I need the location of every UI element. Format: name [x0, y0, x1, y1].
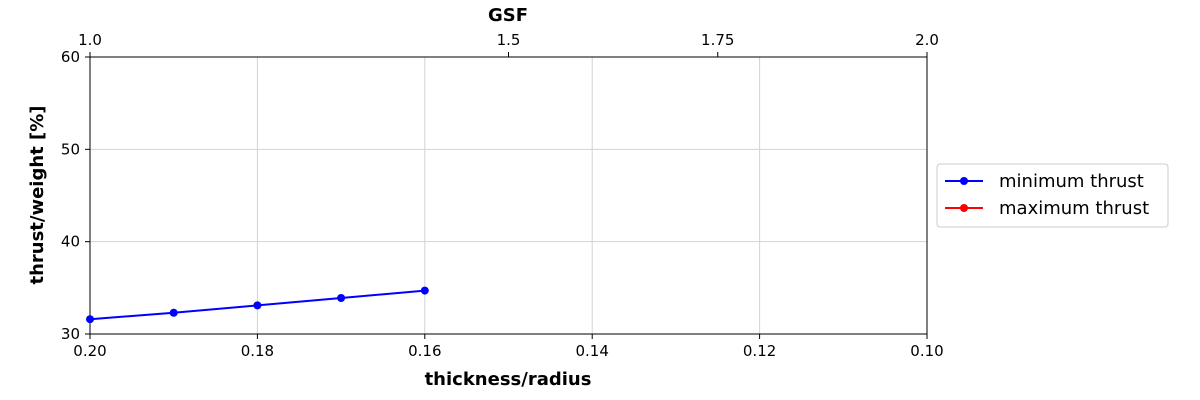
y-tick-label: 40 — [61, 233, 80, 251]
legend-label-minimum-thrust: minimum thrust — [999, 171, 1144, 192]
top-x-tick-label: 1.75 — [701, 31, 734, 49]
data-point-minimum-thrust — [420, 286, 429, 295]
data-point-minimum-thrust — [86, 315, 94, 324]
data-point-minimum-thrust — [337, 293, 346, 302]
y-tick-label: 50 — [61, 140, 80, 158]
x-tick-label: 0.14 — [575, 342, 608, 360]
legend-box — [936, 163, 1169, 228]
x-tick-label: 0.10 — [910, 342, 943, 360]
x-tick-label: 0.16 — [408, 342, 441, 360]
y-tick-label: 30 — [61, 325, 80, 343]
x-tick-label: 0.20 — [73, 342, 106, 360]
x-tick-label: 0.18 — [241, 342, 274, 360]
axis-ticks: 0.20 0.18 0.16 0.14 0.12 0.10 30 40 50 601.0 1.5 1.… — [61, 31, 944, 360]
legend-marker-maximum-thrust — [960, 204, 968, 212]
top-x-tick-label: 1.5 — [497, 31, 521, 49]
top-x-tick-label: 2.0 — [915, 31, 939, 49]
data-point-minimum-thrust — [253, 301, 262, 310]
grid-lines — [89, 56, 928, 335]
series-lines — [86, 286, 429, 324]
plot-frame — [89, 56, 928, 335]
top-axis-title: GSF — [488, 5, 528, 26]
legend-marker-minimum-thrust — [960, 177, 968, 185]
x-axis-title: thickness/radius — [425, 369, 592, 390]
y-tick-label: 60 — [61, 48, 80, 66]
legend: minimum thrust maximum thrust — [936, 163, 1169, 228]
y-axis-title: thrust/weight [%] — [27, 105, 48, 284]
data-point-minimum-thrust — [169, 308, 178, 317]
legend-label-maximum-thrust: maximum thrust — [999, 198, 1149, 219]
x-tick-label: 0.12 — [743, 342, 776, 360]
top-x-tick-label: 1.0 — [78, 31, 102, 49]
